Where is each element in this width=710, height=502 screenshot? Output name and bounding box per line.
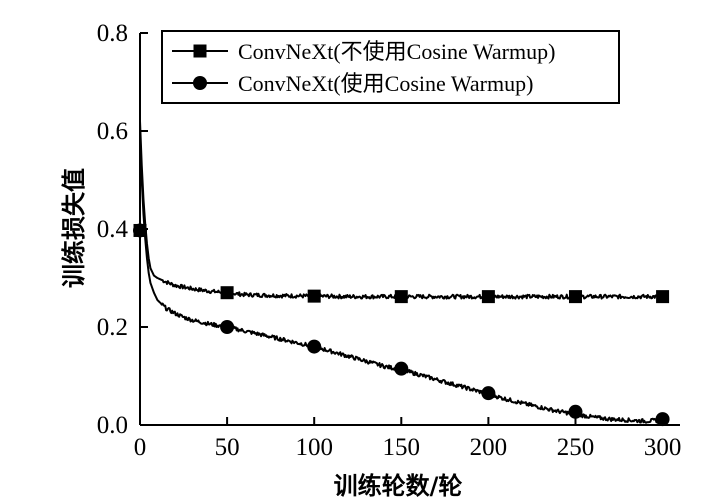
- series-line: [139, 121, 664, 300]
- y-axis-ticks: 0.0 0.2 0.4 0.6 0.8: [97, 20, 148, 439]
- series-1: [133, 121, 670, 304]
- square-marker: [394, 290, 408, 304]
- y-tick-label: 0.4: [97, 216, 129, 243]
- square-marker: [568, 290, 582, 304]
- y-tick-label: 0.6: [97, 118, 128, 145]
- circle-marker: [133, 223, 147, 238]
- x-tick-label: 300: [644, 434, 682, 461]
- square-marker: [307, 289, 321, 303]
- legend-label: ConvNeXt(使用Cosine Warmup): [238, 71, 533, 96]
- legend-label: ConvNeXt(不使用Cosine Warmup): [238, 39, 555, 64]
- square-marker: [220, 286, 234, 300]
- circle-marker: [220, 320, 235, 334]
- legend-entry: ConvNeXt(使用Cosine Warmup): [172, 71, 533, 96]
- circle-marker: [655, 412, 670, 427]
- y-tick-label: 0.2: [97, 314, 128, 341]
- circle-marker: [307, 339, 322, 354]
- circle-marker: [481, 386, 496, 401]
- legend-square-marker: [193, 44, 207, 58]
- x-tick-label: 200: [470, 434, 508, 461]
- y-tick-label: 0.8: [97, 20, 128, 47]
- legend-entry: ConvNeXt(不使用Cosine Warmup): [172, 39, 555, 64]
- x-tick-label: 0: [134, 434, 147, 461]
- series-line: [139, 130, 664, 424]
- circle-marker: [394, 361, 409, 376]
- square-marker: [481, 290, 495, 304]
- legend-box: [161, 30, 620, 104]
- x-axis-ticks: 0 50 100 150 200 250 300: [134, 417, 682, 461]
- y-axis-title: 训练损失值: [60, 168, 88, 288]
- x-axis-title: 训练轮数/轮: [334, 472, 463, 500]
- legend-circle-marker: [193, 76, 207, 90]
- circle-marker: [568, 404, 583, 419]
- x-tick-label: 50: [215, 434, 240, 461]
- x-tick-label: 100: [295, 434, 333, 461]
- series-layer: [133, 121, 670, 427]
- series-2: [133, 130, 670, 427]
- y-tick-label: 0.0: [97, 412, 128, 439]
- x-tick-label: 150: [383, 434, 421, 461]
- legend: ConvNeXt(不使用Cosine Warmup) ConvNeXt(使用Cos…: [161, 30, 620, 104]
- x-tick-label: 250: [557, 434, 595, 461]
- square-marker: [656, 290, 670, 304]
